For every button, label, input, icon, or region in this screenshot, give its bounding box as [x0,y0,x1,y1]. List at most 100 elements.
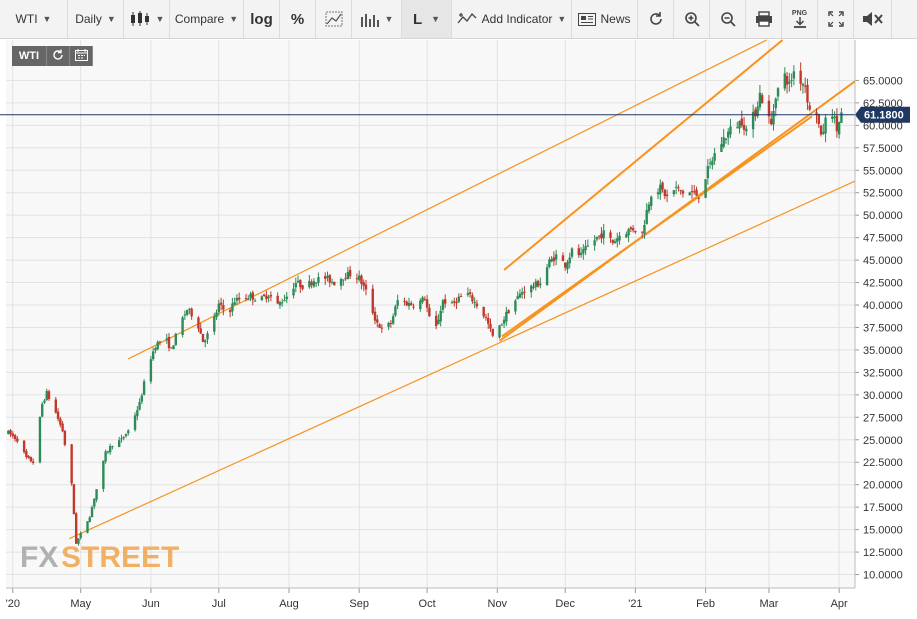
zoom-in-icon [684,11,700,27]
candle [837,121,841,139]
candle [455,297,458,309]
zoom-in-button[interactable] [674,0,710,38]
candle [611,239,614,245]
candle [444,294,447,308]
candle-body [564,262,567,268]
period-dropdown[interactable]: Daily ▼ [68,0,124,38]
mini-calendar-button[interactable] [70,46,93,66]
news-button[interactable]: News [572,0,638,38]
candle [423,296,427,301]
candle-body [672,190,676,195]
candle-body [204,340,207,343]
candle [387,321,390,331]
candle-body [314,282,318,284]
candle [690,184,694,199]
candle [120,434,123,443]
percent-scale-button[interactable]: % [280,0,316,38]
candle [776,87,780,102]
candle-body [835,115,839,132]
price-chart[interactable]: 61.1800 10.0000 12.5000 15.0000 17.5000 20.0… [0,39,917,619]
candle [9,429,12,438]
x-tick-label: Jun [142,598,160,610]
candle [539,277,542,289]
candle-body [16,438,19,442]
candle-body [799,70,802,84]
refresh-button[interactable] [638,0,674,38]
candle-body [59,418,62,425]
candle [566,259,569,274]
candle [296,275,300,284]
candle [142,379,146,396]
drawing-area-button[interactable] [316,0,352,38]
watermark-street: STREET [61,541,179,574]
candle [663,188,667,200]
chevron-down-icon: ▼ [106,14,116,24]
candle-body [330,281,334,283]
y-tick-label: 10.0000 [863,570,903,582]
candle-body [815,112,818,115]
line-tool-dropdown[interactable]: L ▼ [402,0,452,38]
candle [772,104,775,131]
chart-type-dropdown[interactable]: ▼ [124,0,170,38]
print-button[interactable] [746,0,782,38]
fullscreen-button[interactable] [818,0,854,38]
candle [412,303,415,310]
mini-refresh-button[interactable] [47,46,70,66]
compare-dropdown[interactable]: Compare ▼ [170,0,244,38]
candle-body [627,229,630,236]
candle [516,291,519,300]
candle-body [326,275,329,278]
candle [407,297,411,310]
candle-body [95,489,98,500]
candle-body [133,415,137,430]
chart-area[interactable]: 61.1800 10.0000 12.5000 15.0000 17.5000 20.0… [0,39,917,619]
y-tick-label: 17.5000 [863,502,903,514]
candle-body [566,262,569,270]
candle-body [534,281,537,288]
candle [244,293,248,302]
candle [63,429,67,447]
candle-body [74,513,78,544]
candle [265,290,268,303]
mini-symbol[interactable]: WTI [12,46,47,66]
candle-body [47,391,51,400]
candle-body [278,302,282,306]
candle-body [312,281,316,287]
volume-dropdown[interactable]: ▼ [352,0,402,38]
candle-body [233,302,236,305]
candle [371,284,374,315]
clear-drawings-button[interactable] [854,0,892,38]
png-download-button[interactable]: PNG [782,0,818,38]
candle-body [554,254,558,260]
candle-body [262,294,266,297]
candle [355,273,359,284]
candle [833,111,836,124]
candle-body [428,307,431,317]
candle [439,305,442,327]
candle [475,299,479,309]
candle [817,113,820,128]
candle [324,272,327,285]
candle [380,324,384,333]
symbol-dropdown[interactable]: WTI ▼ [0,0,68,38]
x-tick-label: Nov [488,598,508,610]
candle-body [201,333,205,343]
candle [502,316,506,328]
candle-body [348,269,352,277]
log-scale-button[interactable]: log [244,0,280,38]
candle-body [188,308,191,310]
candle-body [677,187,680,189]
candle-body [616,238,619,242]
chevron-down-icon: ▼ [557,14,567,24]
candle-body [803,85,807,87]
candle [819,124,823,137]
candle [552,251,556,266]
candlestick-icon [129,11,151,27]
candle [586,239,590,248]
candle-body [520,292,524,295]
candle [459,293,463,298]
candle [344,273,347,281]
candle-body [600,233,603,239]
zoom-out-button[interactable] [710,0,746,38]
add-indicator-dropdown[interactable]: Add Indicator ▼ [452,0,572,38]
